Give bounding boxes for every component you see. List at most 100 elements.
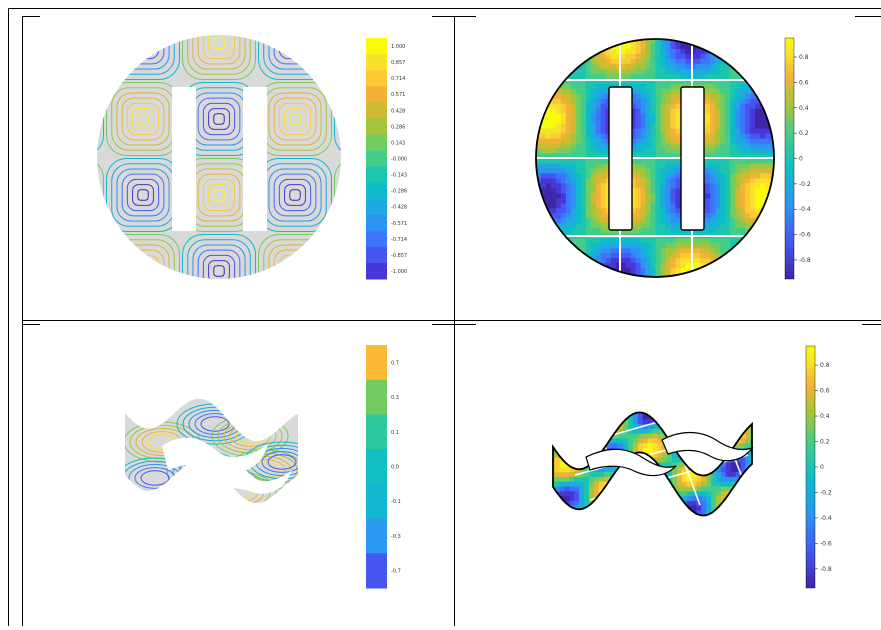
heatmap-cell — [574, 453, 579, 458]
heatmap-cell — [657, 515, 662, 520]
heatmap-cell — [740, 515, 745, 520]
heatmap-cell — [657, 506, 662, 511]
heatmap-cell — [720, 268, 726, 274]
heatmap-cell — [745, 458, 750, 463]
heatmap-cell — [581, 129, 587, 135]
heatmap-cell — [660, 89, 666, 95]
heatmap-cell — [648, 491, 653, 496]
heatmap-cell — [677, 487, 682, 492]
heatmap-cell — [576, 268, 582, 274]
colorbar-tick-label: 0.4 — [820, 413, 830, 420]
heatmap-cell — [735, 104, 741, 110]
heatmap-cell — [571, 213, 577, 219]
heatmap-cell — [551, 139, 557, 145]
heatmap-cell — [755, 228, 761, 234]
heatmap-cell — [628, 496, 633, 501]
heatmap-cell — [574, 477, 579, 482]
heatmap-cell — [656, 144, 662, 150]
heatmap-cell — [560, 463, 565, 468]
heatmap-cell — [584, 419, 589, 424]
heatmap-cell — [755, 188, 761, 194]
colorbar-tick-label: 0.8 — [820, 362, 830, 369]
contour-line — [51, 179, 82, 210]
heatmap-cell — [618, 501, 623, 506]
heatmap-cell — [646, 59, 652, 65]
heatmap-cell — [755, 44, 761, 50]
heatmap-cell — [651, 188, 657, 194]
heatmap-cell — [541, 94, 547, 100]
heatmap-cell — [720, 74, 726, 80]
heatmap-cell — [653, 438, 658, 443]
heatmap-cell — [601, 64, 607, 70]
heatmap-cell — [586, 208, 592, 214]
heatmap-cell — [745, 208, 751, 214]
heatmap-cell — [541, 168, 547, 174]
heatmap-cell — [672, 506, 677, 511]
heatmap-cell — [591, 109, 597, 115]
heatmap-cell — [706, 491, 711, 496]
heatmap-cell — [574, 448, 579, 453]
heatmap-cell — [596, 223, 602, 229]
heatmap-cell — [561, 183, 567, 189]
heatmap-cell — [623, 482, 628, 487]
heatmap-cell — [675, 109, 681, 115]
heatmap-cell — [628, 400, 633, 405]
heatmap-cell — [631, 238, 637, 244]
heatmap-cell — [604, 405, 609, 410]
heatmap-cell — [556, 168, 562, 174]
heatmap-cell — [648, 515, 653, 520]
heatmap-cell — [665, 44, 671, 50]
heatmap-cell — [576, 84, 582, 90]
heatmap-cell — [755, 129, 761, 135]
heatmap-cell — [705, 173, 711, 179]
colorbar-swatch — [366, 150, 387, 167]
heatmap-cell — [685, 248, 691, 254]
contour-line — [285, 33, 306, 54]
heatmap-cell — [536, 74, 542, 80]
heatmap-cell — [670, 84, 676, 90]
heatmap-cell — [541, 183, 547, 189]
heatmap-cell — [556, 139, 562, 145]
heatmap-cell — [745, 69, 751, 75]
heatmap-cell — [638, 438, 643, 443]
heatmap-cell — [586, 129, 592, 135]
heatmap-cell — [546, 89, 552, 95]
heatmap-cell — [677, 463, 682, 468]
heatmap-cell — [726, 429, 731, 434]
heatmap-cell — [682, 477, 687, 482]
heatmap-cell — [735, 193, 741, 199]
heatmap-cell — [760, 89, 766, 95]
heatmap-cell — [705, 104, 711, 110]
heatmap-cell — [656, 188, 662, 194]
heatmap-cell — [677, 520, 682, 525]
heatmap-cell — [566, 193, 572, 199]
heatmap-cell — [651, 173, 657, 179]
heatmap-cell — [765, 159, 771, 165]
heatmap-cell — [586, 144, 592, 150]
heatmap-cell — [715, 129, 721, 135]
heatmap-cell — [561, 198, 567, 204]
heatmap-cell — [551, 54, 557, 60]
heatmap-cell — [720, 94, 726, 100]
heatmap-cell — [705, 99, 711, 105]
heatmap-cell — [662, 482, 667, 487]
heatmap-cell — [750, 99, 756, 105]
heatmap-cell — [740, 144, 746, 150]
heatmap-cell — [643, 487, 648, 492]
heatmap-cell — [725, 163, 731, 169]
heatmap-cell — [705, 203, 711, 209]
heatmap-cell — [755, 472, 760, 477]
heatmap-cell — [710, 273, 716, 279]
heatmap-cell — [636, 238, 642, 244]
colorbar-swatch — [366, 484, 387, 519]
heatmap-cell — [555, 511, 560, 516]
heatmap-cell — [586, 183, 592, 189]
heatmap-cell — [760, 273, 766, 279]
heatmap-cell — [720, 69, 726, 75]
heatmap-cell — [566, 208, 572, 214]
heatmap-cell — [636, 193, 642, 199]
heatmap-cell — [670, 253, 676, 259]
heatmap-cell — [740, 263, 746, 269]
heatmap-cell — [609, 414, 614, 419]
